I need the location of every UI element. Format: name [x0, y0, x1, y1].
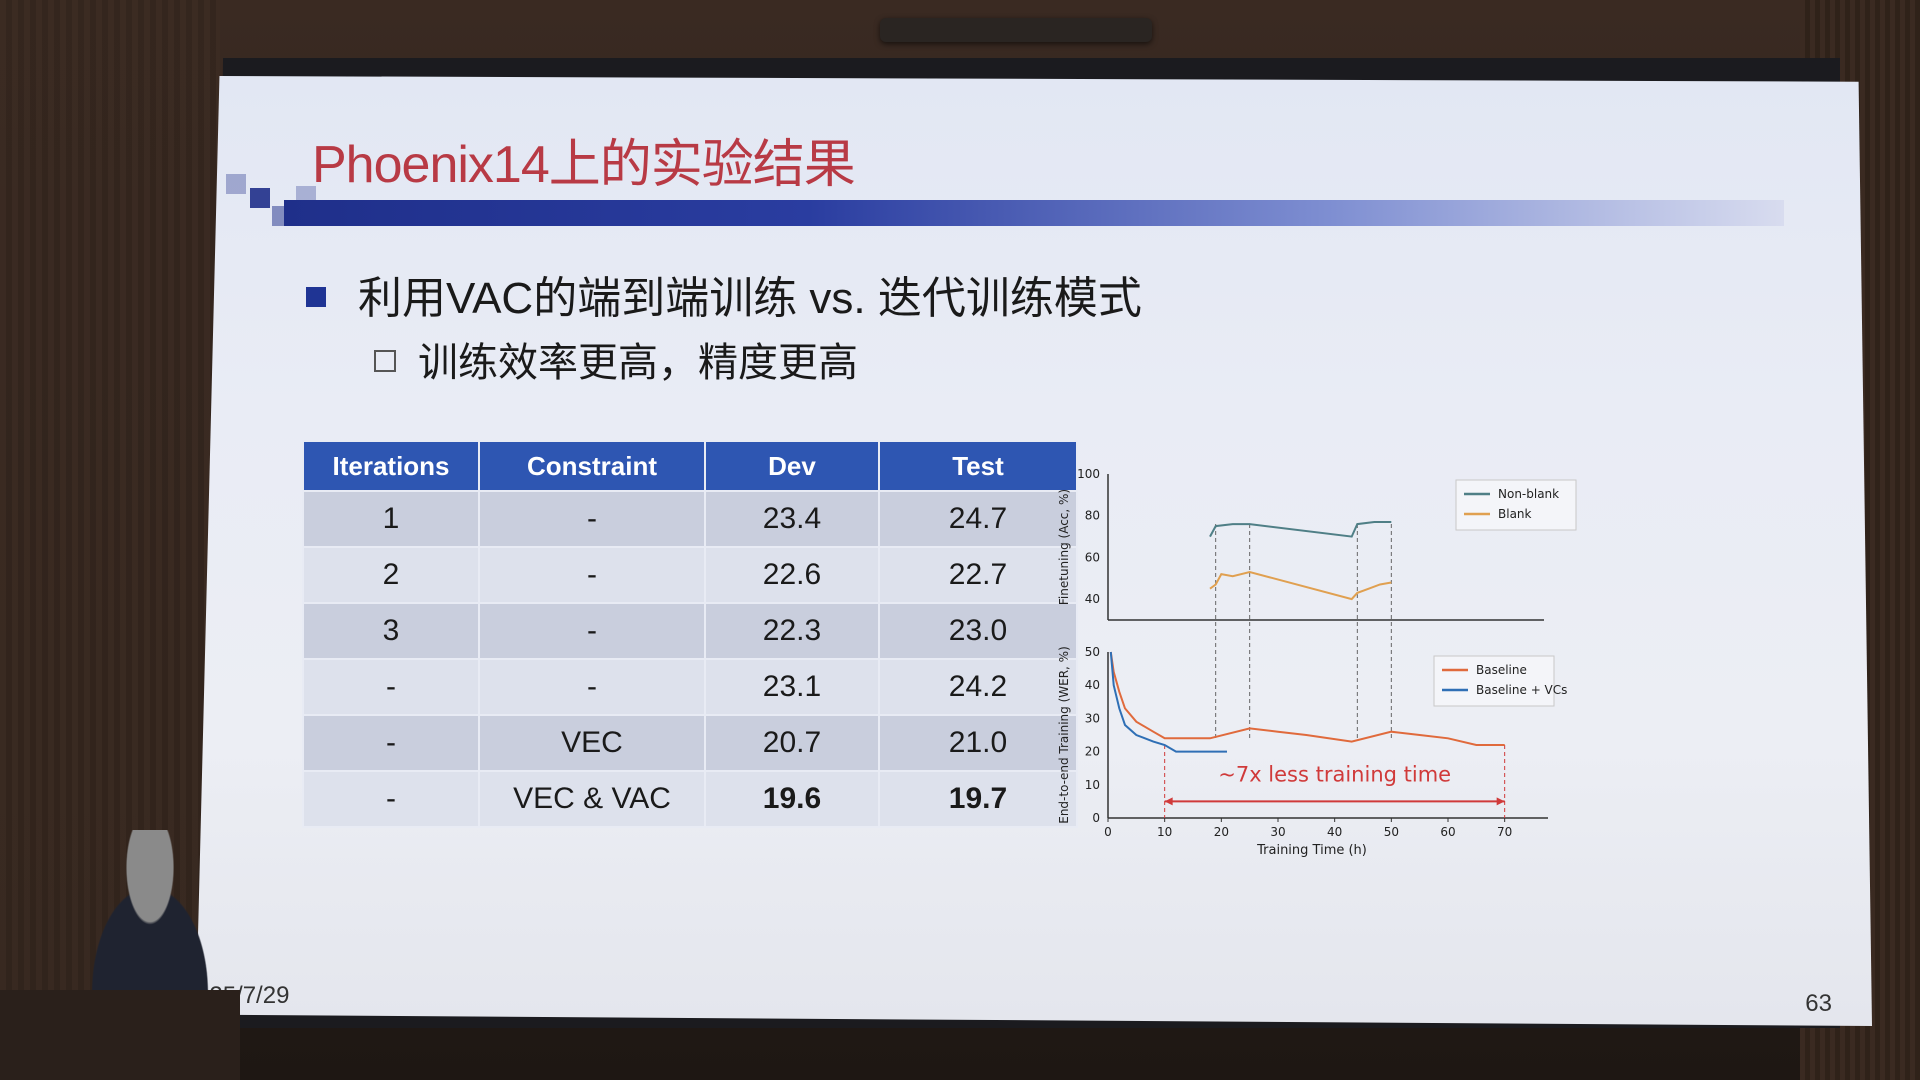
bottom-y-tick-label: 0 [1092, 811, 1100, 825]
header-constraint: Constraint [478, 440, 706, 492]
top-y-tick-label: 100 [1077, 467, 1100, 481]
table-cell: 22.7 [878, 546, 1078, 604]
bullet-2-text: 训练效率更高，精度更高 [418, 341, 858, 385]
slide-page-number: 63 [1805, 990, 1832, 1017]
table-cell: 3 [302, 602, 480, 660]
header-test: Test [878, 440, 1078, 492]
arrow-head-right [1496, 797, 1505, 806]
projected-slide: Phoenix14上的实验结果 利用VAC的端到端训练 vs. 迭代训练模式 训… [196, 76, 1872, 1026]
table-row: 1 - 23.4 24.7 [302, 490, 1078, 548]
table-cell: 21.0 [878, 714, 1078, 772]
table-row: - VEC & VAC 19.6 19.7 [302, 770, 1078, 828]
table-cell: 1 [302, 490, 480, 548]
bottom-y-tick-label: 20 [1085, 745, 1100, 759]
table-cell: 23.1 [704, 658, 880, 716]
bottom-legend-box [1433, 655, 1555, 707]
bullet-point-2: 训练效率更高，精度更高 [374, 330, 858, 388]
bullet-point-1: 利用VAC的端到端训练 vs. 迭代训练模式 [306, 262, 1142, 326]
table-cell: 23.0 [878, 602, 1078, 660]
x-tick-label: 30 [1270, 825, 1285, 839]
table-cell: VEC [478, 714, 706, 772]
table-cell: - [302, 770, 480, 828]
x-tick-label: 40 [1327, 825, 1342, 839]
header-dev: Dev [704, 440, 880, 492]
slide-title: Phoenix14上的实验结果 [312, 136, 856, 194]
x-tick-label: 10 [1157, 825, 1172, 839]
bottom-y-tick-label: 10 [1085, 778, 1100, 792]
top-y-tick-label: 80 [1085, 509, 1100, 523]
title-band [284, 200, 1784, 226]
table-cell: 22.6 [704, 546, 880, 604]
x-tick-label: 50 [1384, 825, 1399, 839]
top-y-tick-label: 60 [1085, 550, 1100, 564]
results-table: Iterations Constraint Dev Test 1 - 23.4 … [302, 440, 1078, 828]
table-cell: - [302, 658, 480, 716]
bottom-legend-label: Baseline + VCs [1476, 683, 1567, 697]
hollow-square-bullet-icon [374, 350, 396, 373]
table-header-row: Iterations Constraint Dev Test [302, 440, 1078, 492]
table-cell: - [478, 602, 706, 660]
table-cell: - [478, 490, 706, 548]
table-cell: 24.7 [878, 490, 1078, 548]
series-line-non-blank [1209, 521, 1392, 538]
top-y-tick-label: 40 [1085, 592, 1100, 606]
projector-mount [880, 18, 1152, 42]
bottom-y-tick-label: 40 [1085, 678, 1100, 692]
table-row: 2 - 22.6 22.7 [302, 546, 1078, 604]
top-legend-label: Non-blank [1498, 487, 1559, 501]
top-legend-box [1455, 479, 1577, 531]
series-line-baseline-vcs [1109, 651, 1227, 753]
bottom-y-tick-label: 50 [1085, 645, 1100, 659]
x-tick-label: 20 [1214, 825, 1229, 839]
square-bullet-icon [306, 287, 326, 308]
series-line-baseline [1109, 651, 1505, 746]
bullet-1-text: 利用VAC的端到端训练 vs. 迭代训练模式 [358, 274, 1142, 323]
table-cell: VEC & VAC [478, 770, 706, 828]
table-row: - VEC 20.7 21.0 [302, 714, 1078, 772]
table-row: 3 - 22.3 23.0 [302, 602, 1078, 660]
x-axis-label: Training Time (h) [1256, 843, 1367, 858]
table-cell: 23.4 [704, 490, 880, 548]
table-cell: - [302, 714, 480, 772]
title-deco-square [250, 188, 270, 208]
annotation-label: ~7x less training time [1218, 762, 1451, 786]
x-tick-label: 60 [1440, 825, 1455, 839]
top-legend-label: Blank [1498, 507, 1532, 521]
arrow-head-left [1164, 797, 1173, 806]
table-cell: - [478, 658, 706, 716]
header-iterations: Iterations [302, 440, 480, 492]
bottom-y-axis-label: End-to-end Training (WER, %) [1057, 646, 1071, 824]
x-tick-label: 70 [1497, 825, 1512, 839]
table-cell: 19.6 [704, 770, 880, 828]
table-cell: - [478, 546, 706, 604]
bottom-y-tick-label: 30 [1085, 711, 1100, 725]
bottom-legend-label: Baseline [1476, 663, 1527, 677]
series-line-blank [1209, 570, 1392, 601]
x-tick-label: 0 [1104, 825, 1112, 839]
table-cell: 20.7 [704, 714, 880, 772]
top-y-axis-label: Finetuning (Acc, %) [1057, 489, 1071, 605]
table-cell: 2 [302, 546, 480, 604]
table-cell: 24.2 [878, 658, 1078, 716]
podium [0, 990, 240, 1080]
table-cell: 19.7 [878, 770, 1078, 828]
table-row: - - 23.1 24.2 [302, 658, 1078, 716]
table-cell: 22.3 [704, 602, 880, 660]
title-deco-square [226, 174, 246, 194]
